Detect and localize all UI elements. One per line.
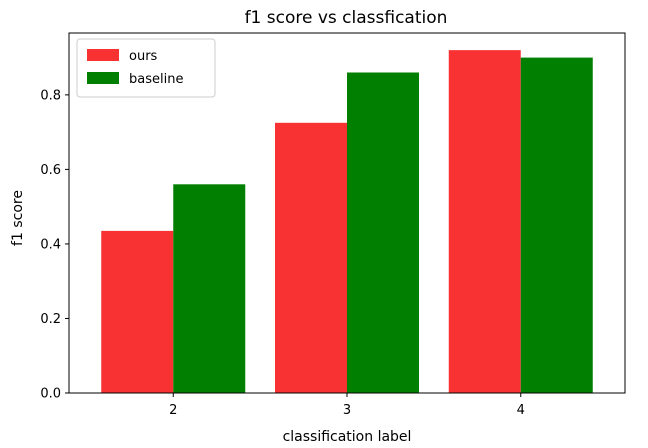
bar-ours-4 [448, 50, 521, 394]
legend-swatch-ours [87, 49, 119, 61]
x-axis-label: classification label [283, 429, 412, 445]
y-tick-label: 0.4 [40, 237, 61, 252]
plot-frame [68, 32, 626, 394]
x-tick-label: 3 [343, 403, 351, 418]
bar-baseline-4 [520, 57, 593, 393]
bar-baseline-3 [347, 72, 419, 393]
y-tick-label: 0.6 [40, 163, 61, 178]
bar-baseline-2 [173, 184, 246, 393]
legend-label-ours: ours [129, 49, 158, 64]
chart-title: f1 score vs classfication [245, 8, 448, 28]
y-axis-ticks: 0.0 0.2 0.4 0.6 0.8 [40, 88, 69, 402]
bar-ours-2 [101, 230, 174, 393]
x-tick-label: 2 [169, 403, 177, 418]
bar-ours-3 [275, 122, 347, 394]
legend: ours baseline [76, 38, 216, 98]
y-tick-label: 0.8 [40, 88, 61, 103]
legend-label-baseline: baseline [129, 72, 183, 87]
x-tick-label: 4 [517, 403, 525, 418]
y-tick-label: 0.0 [40, 387, 61, 402]
legend-box [76, 38, 216, 98]
y-tick-label: 0.2 [40, 312, 61, 327]
x-axis-ticks: 2 3 4 [169, 393, 525, 418]
y-axis-label: f1 score [10, 190, 26, 246]
bars-group [101, 50, 593, 394]
legend-swatch-baseline [87, 72, 119, 84]
